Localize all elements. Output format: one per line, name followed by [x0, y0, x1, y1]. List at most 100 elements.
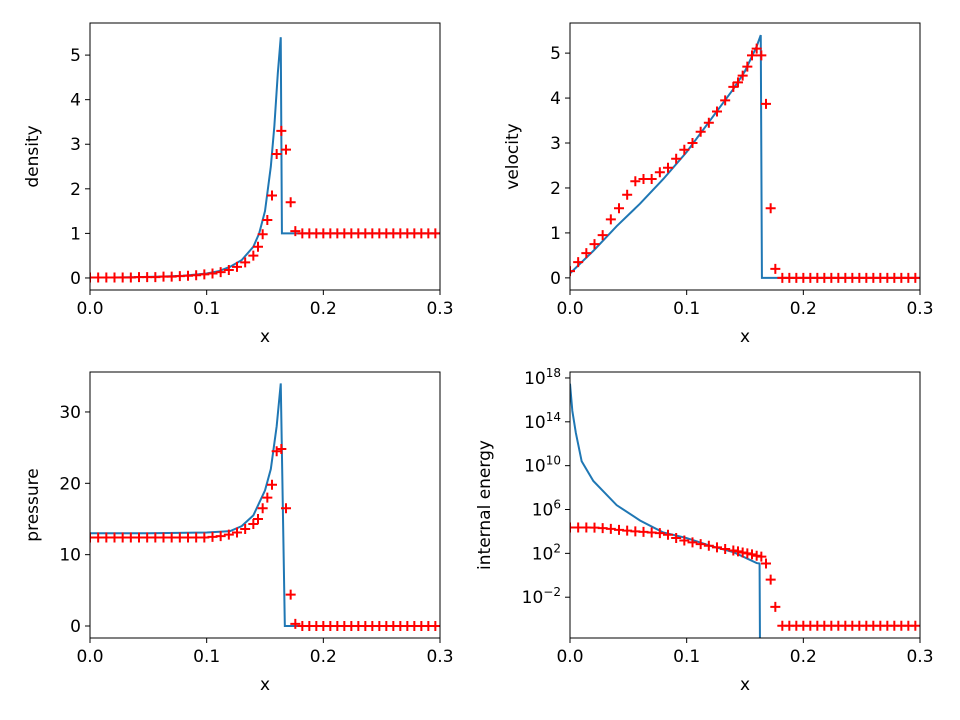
marker — [742, 61, 753, 72]
x-tick-label: 0.1 — [193, 647, 220, 667]
y-tick-label: 1 — [550, 224, 561, 244]
marker — [733, 77, 743, 88]
marker — [581, 248, 592, 259]
x-tick-label: 0.3 — [906, 647, 933, 667]
subplot: 0.0 0.1 0.2 0.3 0 10 20 30 x pressure — [23, 371, 454, 695]
y-tick-label: 2 — [550, 179, 561, 199]
axes-frame — [569, 22, 921, 291]
marker — [695, 539, 706, 550]
y-tick-label: 1 — [70, 224, 81, 244]
marker — [589, 239, 600, 250]
y-tick-label: 102 — [532, 541, 561, 564]
marker — [430, 621, 440, 632]
y-tick-label: 4 — [70, 91, 81, 111]
marker — [712, 542, 722, 553]
marker — [257, 503, 268, 514]
axes-frame — [89, 22, 441, 291]
y-tick-label: 1014 — [524, 410, 561, 433]
y-tick-label: 3 — [70, 135, 81, 155]
marker — [285, 589, 296, 600]
marker — [290, 226, 301, 237]
x-axis-label: x — [260, 675, 270, 695]
marker — [267, 479, 277, 490]
marker — [290, 618, 301, 629]
x-tick-label: 0.0 — [76, 299, 103, 319]
line — [570, 34, 920, 279]
marker — [597, 230, 608, 241]
marker — [663, 529, 673, 540]
marker — [281, 503, 291, 514]
marker — [646, 173, 657, 184]
y-tick-label: 1018 — [524, 366, 561, 389]
x-tick-label: 0.3 — [906, 299, 933, 319]
marker — [253, 513, 263, 524]
marker — [910, 620, 920, 631]
marker — [614, 203, 624, 214]
x-tick-label: 0.3 — [426, 299, 453, 319]
subplot: 0.0 0.1 0.2 0.3 0 1 2 3 4 5 x density — [23, 22, 454, 347]
marker — [605, 214, 616, 225]
marker — [654, 167, 665, 178]
x-tick-label: 0.1 — [673, 647, 700, 667]
marker — [765, 203, 776, 214]
y-tick-label: 0 — [70, 269, 81, 289]
marker — [240, 257, 251, 268]
y-tick-label: 0 — [70, 617, 81, 637]
y-tick-label: 4 — [550, 89, 561, 109]
x-tick-label: 0.0 — [76, 647, 103, 667]
x-axis-label: x — [740, 675, 750, 695]
marker — [765, 574, 776, 585]
marker — [663, 162, 673, 173]
marker — [671, 533, 682, 544]
x-axis-label: x — [260, 327, 270, 347]
y-axis-label: pressure — [23, 468, 43, 541]
marker — [430, 228, 440, 239]
marker — [215, 531, 226, 542]
marker — [720, 543, 731, 554]
line — [570, 383, 761, 638]
marker — [248, 518, 259, 529]
y-axis-label: velocity — [503, 123, 523, 189]
marker — [267, 190, 277, 201]
x-tick-label: 0.0 — [556, 647, 583, 667]
line — [90, 37, 440, 279]
y-tick-label: 10−2 — [522, 585, 561, 608]
line — [90, 383, 440, 628]
marker — [223, 529, 234, 540]
subplot: 0.0 0.1 0.2 0.3 0 1 2 3 4 5 x velocity — [503, 22, 934, 347]
marker — [630, 176, 641, 187]
marker — [756, 551, 767, 562]
marker — [622, 189, 633, 200]
marker — [770, 263, 781, 274]
x-tick-label: 0.3 — [426, 647, 453, 667]
marker — [262, 492, 273, 503]
y-tick-label: 5 — [550, 44, 561, 64]
x-tick-label: 0.2 — [310, 299, 337, 319]
marker — [728, 81, 739, 92]
marker — [687, 537, 698, 548]
marker — [687, 138, 698, 149]
marker — [712, 106, 722, 117]
marker — [703, 117, 714, 128]
y-axis-label: internal energy — [475, 440, 495, 570]
marker — [679, 535, 690, 546]
marker — [223, 264, 234, 275]
marker — [276, 125, 287, 136]
y-tick-label: 1010 — [524, 454, 561, 477]
marker — [240, 523, 251, 534]
y-tick-label: 2 — [70, 180, 81, 200]
marker — [215, 267, 226, 278]
x-tick-label: 0.1 — [193, 299, 220, 319]
marker — [271, 446, 282, 457]
marker — [733, 546, 743, 557]
marker — [679, 144, 690, 155]
y-tick-label: 106 — [532, 498, 561, 521]
marker — [232, 527, 242, 538]
marker — [570, 266, 575, 277]
marker — [910, 272, 920, 283]
subplot: 0.0 0.1 0.2 0.3 10−2 102 106 1010 1014 1018 x inter… — [475, 366, 934, 695]
y-tick-label: 30 — [59, 403, 81, 423]
marker — [671, 153, 682, 164]
marker — [285, 197, 296, 208]
